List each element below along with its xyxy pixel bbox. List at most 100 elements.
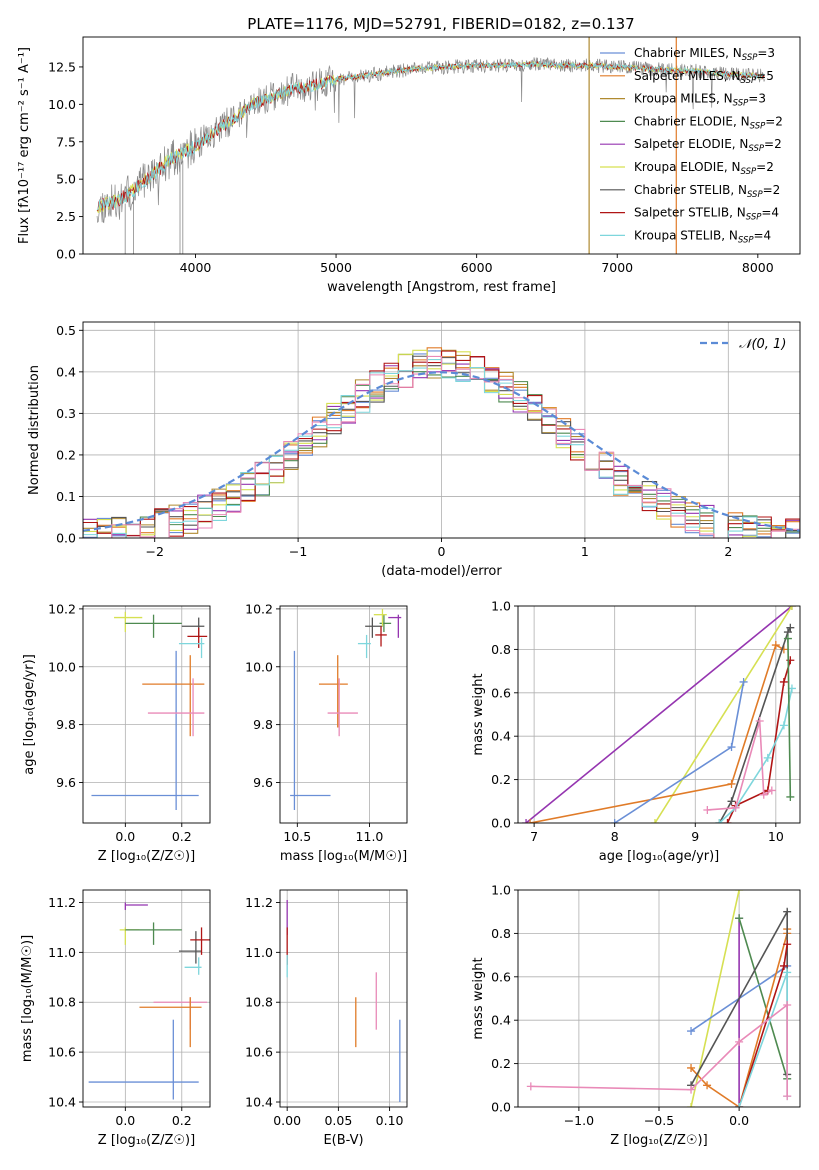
errorbar-point bbox=[327, 678, 358, 737]
series-line bbox=[707, 720, 773, 811]
x-tick-label: −0.5 bbox=[644, 1113, 674, 1128]
x-tick-label: −1.0 bbox=[564, 1113, 594, 1128]
residual-histogram bbox=[83, 349, 800, 538]
series-line bbox=[718, 627, 792, 823]
series-marker bbox=[703, 1081, 712, 1090]
residual-histogram bbox=[83, 355, 800, 538]
errorbar-point bbox=[290, 650, 331, 810]
series-marker bbox=[786, 792, 795, 801]
y-tick-label: 2.5 bbox=[56, 209, 76, 224]
series-marker bbox=[759, 790, 768, 799]
x-axis-label: Z [log₁₀(Z/Z☉)] bbox=[98, 1133, 195, 1148]
x-tick-label: 0.2 bbox=[172, 1113, 192, 1128]
x-tick-label: −1 bbox=[289, 544, 307, 559]
panel-spectrum: 4000 5000 6000 7000 8000 0.0 2.5 5.0 7.5 10.0 12.5… bbox=[17, 36, 801, 295]
errorbar-point bbox=[187, 627, 208, 648]
series-marker bbox=[727, 779, 736, 788]
series-marker bbox=[610, 819, 619, 823]
axes-frame bbox=[82, 605, 211, 824]
x-tick-label: 8 bbox=[611, 829, 619, 844]
y-axis-label: age [log₁₀(age/yr)] bbox=[22, 654, 37, 775]
errorbar-point bbox=[88, 1019, 199, 1100]
y-tick-label: 1.0 bbox=[491, 599, 511, 614]
y-axis-label: mass [log₁₀(M/M☉)] bbox=[20, 935, 35, 1062]
series-line bbox=[726, 660, 792, 823]
panel-mass_weight_vs_age: 7 8 9 10 0.0 0.2 0.4 0.6 0.8 1.0 age [log₁₀(age/yr… bbox=[471, 599, 801, 864]
x-axis-label: mass [log₁₀(M/M☉)] bbox=[280, 849, 407, 864]
series-marker bbox=[783, 968, 792, 977]
legend-entry: Chabrier STELIB, NSSP=2 bbox=[600, 183, 780, 200]
legend-entry: Kroupa ELODIE, NSSP=2 bbox=[600, 160, 774, 177]
series-marker bbox=[767, 786, 776, 795]
y-tick-label: 10.4 bbox=[48, 1095, 76, 1110]
series-line bbox=[690, 890, 740, 1107]
x-tick-label: 0 bbox=[438, 544, 446, 559]
y-tick-label: 10.0 bbox=[48, 97, 76, 112]
model-spectrum bbox=[96, 61, 765, 211]
x-tick-label: 1 bbox=[581, 544, 589, 559]
x-tick-label: 10 bbox=[768, 829, 784, 844]
series-marker bbox=[526, 819, 535, 823]
plot-area bbox=[286, 899, 401, 1103]
series-marker bbox=[687, 1103, 696, 1107]
plot-area bbox=[96, 37, 765, 254]
axes-frame bbox=[279, 605, 408, 824]
x-tick-label: 0.05 bbox=[324, 1113, 352, 1128]
plot-area bbox=[526, 890, 792, 1107]
series-marker bbox=[715, 819, 724, 823]
x-tick-label: 0.0 bbox=[115, 829, 135, 844]
x-axis-label: Z [log₁₀(Z/Z☉)] bbox=[610, 1133, 707, 1148]
legend-label: Salpeter STELIB, NSSP=4 bbox=[634, 206, 779, 223]
y-tick-label: 11.2 bbox=[48, 895, 76, 910]
y-axis-label: mass weight bbox=[471, 957, 486, 1039]
errorbar-point bbox=[318, 655, 348, 728]
plot-area bbox=[83, 347, 800, 538]
legend-label: Salpeter MILES, NSSP=5 bbox=[634, 69, 774, 86]
y-tick-label: 0.0 bbox=[491, 1100, 511, 1115]
series-marker bbox=[787, 606, 796, 610]
series-marker bbox=[650, 819, 659, 823]
legend-entry: Salpeter MILES, NSSP=5 bbox=[600, 69, 774, 86]
series-marker bbox=[522, 819, 531, 823]
panel-mass_weight_vs_Z: −1.0 −0.5 0.0 0.0 0.2 0.4 0.6 0.8 1.0 Z [log₁₀(Z/… bbox=[471, 883, 801, 1148]
y-tick-label: 10.2 bbox=[48, 601, 76, 616]
series-marker bbox=[783, 907, 792, 916]
errorbar-point bbox=[178, 931, 202, 964]
panel-age_vs_mass: 10.5 11.0 9.6 9.8 10.0 10.2 mass [log₁₀(M/M☉)] bbox=[245, 601, 408, 864]
series-marker bbox=[727, 797, 736, 806]
plot-area bbox=[91, 611, 208, 810]
y-tick-label: 0.4 bbox=[491, 729, 511, 744]
series-marker bbox=[786, 623, 795, 632]
series-marker bbox=[755, 717, 764, 726]
errorbar-point bbox=[184, 957, 202, 975]
y-tick-label: 11.0 bbox=[48, 945, 76, 960]
x-axis-label: E(B-V) bbox=[323, 1133, 363, 1148]
y-tick-label: 7.5 bbox=[56, 134, 76, 149]
errorbar-point bbox=[379, 614, 392, 633]
panel-mass_vs_Z: 0.0 0.2 10.4 10.6 10.8 11.0 11.2 Z [log₁₀(Z/Z☉)… bbox=[20, 889, 211, 1148]
y-tick-label: 0.6 bbox=[491, 685, 511, 700]
legend-label: Kroupa ELODIE, NSSP=2 bbox=[634, 160, 774, 177]
x-tick-label: 7000 bbox=[601, 260, 633, 275]
legend-label: 𝒩(0, 1) bbox=[739, 337, 786, 352]
y-tick-label: 10.2 bbox=[245, 601, 273, 616]
legend-label: Kroupa MILES, NSSP=3 bbox=[634, 92, 766, 109]
y-tick-label: 0.4 bbox=[56, 364, 76, 379]
series-marker bbox=[703, 805, 712, 814]
x-tick-label: 10.5 bbox=[283, 829, 311, 844]
series-marker bbox=[783, 634, 792, 643]
x-tick-label: 0.00 bbox=[273, 1113, 301, 1128]
y-tick-label: 0.1 bbox=[56, 489, 76, 504]
series-marker bbox=[739, 677, 748, 686]
series-line bbox=[738, 944, 788, 1107]
y-axis-label: Flux [fλ10⁻¹⁷ erg cm⁻² s⁻¹ A⁻¹] bbox=[17, 47, 32, 244]
errorbar-point bbox=[153, 997, 208, 1030]
y-tick-label: 5.0 bbox=[56, 172, 76, 187]
y-tick-label: 9.6 bbox=[253, 775, 273, 790]
series-line bbox=[654, 606, 793, 823]
x-tick-label: 6000 bbox=[461, 260, 493, 275]
panel-age_vs_Z: 0.0 0.2 9.6 9.8 10.0 10.2 Z [log₁₀(Z/Z☉)] age [… bbox=[22, 601, 211, 864]
x-tick-label: 9 bbox=[691, 829, 699, 844]
series-marker bbox=[687, 1085, 696, 1094]
